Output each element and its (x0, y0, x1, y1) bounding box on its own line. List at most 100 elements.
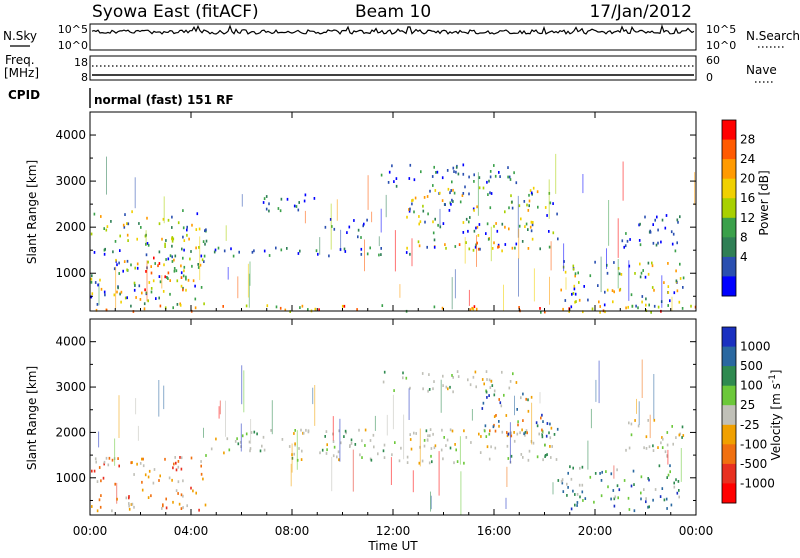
heatmap-cell (113, 293, 116, 297)
heatmap-cell (594, 472, 597, 475)
heatmap-cell (393, 180, 395, 183)
heatmap-cell (493, 241, 495, 245)
heatmap-cell (284, 308, 287, 312)
heatmap-cell (286, 247, 288, 250)
heatmap-cell (476, 241, 478, 245)
heatmap-cell (180, 507, 183, 510)
heatmap-cell (232, 254, 235, 258)
heatmap-cell (440, 448, 443, 452)
heatmap-cell (280, 197, 283, 201)
heatmap-cell (540, 310, 542, 314)
heatmap-cell (430, 454, 432, 458)
heatmap-cell (639, 222, 641, 226)
heatmap-streak (555, 153, 557, 194)
heatmap-cell (413, 210, 415, 214)
heatmap-cell (549, 436, 552, 440)
velocity-colorbar-label-end: ] (769, 370, 783, 375)
heatmap-cell (381, 304, 384, 307)
heatmap-cell (409, 207, 411, 211)
heatmap-cell (150, 494, 152, 498)
heatmap-cell (522, 419, 524, 422)
heatmap-cell (567, 471, 569, 475)
heatmap-cell (527, 398, 529, 402)
heatmap-cell (488, 457, 491, 461)
heatmap-cell (564, 270, 567, 274)
heatmap-cell (481, 407, 484, 410)
heatmap-cell (171, 478, 173, 482)
heatmap-cell (96, 303, 99, 306)
heatmap-cell (515, 381, 518, 384)
heatmap-streak (390, 457, 392, 485)
colorbar-tick-label: 20 (740, 172, 755, 186)
heatmap-cell (99, 278, 101, 282)
heatmap-cell (343, 247, 346, 251)
heatmap-cell (383, 370, 386, 374)
heatmap-cell (518, 306, 520, 309)
heatmap-cell (642, 269, 644, 272)
heatmap-cell (650, 310, 652, 314)
heatmap-cell (597, 284, 599, 287)
heatmap-cell (405, 251, 408, 254)
heatmap-cell (667, 473, 670, 477)
heatmap-cell (518, 204, 521, 208)
heatmap-cell (511, 246, 514, 250)
heatmap-cell (383, 456, 386, 459)
heatmap-cell (139, 298, 142, 301)
heatmap-cell (645, 447, 648, 450)
heatmap-cell (449, 446, 452, 450)
heatmap-cell (300, 458, 303, 461)
heatmap-streak (518, 258, 519, 297)
heatmap-cell (263, 448, 266, 452)
heatmap-cell (222, 305, 224, 308)
heatmap-cell (130, 503, 133, 506)
heatmap-cell (487, 193, 489, 196)
heatmap-cell (426, 245, 428, 249)
heatmap-cell (661, 436, 663, 439)
heatmap-cell (415, 432, 417, 435)
heatmap-cell (263, 249, 266, 253)
heatmap-cell (530, 395, 533, 399)
heatmap-cell (522, 392, 524, 396)
heatmap-cell (489, 191, 491, 195)
heatmap-cell (422, 209, 425, 213)
heatmap-cell (561, 478, 564, 481)
heatmap-cell (171, 239, 174, 243)
heatmap-cell (627, 305, 629, 309)
heatmap-cell (182, 226, 185, 230)
heatmap-cell (573, 284, 576, 288)
heatmap-cell (288, 445, 291, 448)
heatmap-cell (673, 485, 676, 489)
heatmap-cell (446, 438, 449, 442)
heatmap-cell (123, 260, 126, 263)
heatmap-cell (361, 456, 363, 459)
heatmap-cell (439, 225, 442, 229)
heatmap-cell (301, 449, 303, 453)
heatmap-cell (171, 255, 173, 259)
heatmap-cell (213, 250, 216, 254)
heatmap-cell (432, 387, 434, 391)
heatmap-cell (550, 456, 552, 459)
time-axis: 00:00 04:00 08:00 12:00 16:00 20:00 00:00 (73, 112, 713, 538)
heatmap-cell (541, 433, 543, 436)
heatmap-cell (571, 292, 573, 296)
heatmap-cell (268, 202, 270, 206)
heatmap-cell (383, 443, 386, 447)
heatmap-cell (130, 461, 132, 465)
heatmap-cell (172, 466, 174, 470)
colorbar-tick-label: 28 (740, 133, 755, 147)
nsky-trace (91, 24, 695, 35)
heatmap-cell (630, 293, 633, 297)
heatmap-cell (662, 437, 664, 441)
heatmap-cell (579, 466, 581, 470)
heatmap-cell (161, 237, 163, 241)
heatmap-cell (439, 191, 441, 195)
heatmap-cell (462, 192, 465, 195)
heatmap-cell (431, 175, 434, 178)
heatmap-cell (268, 254, 271, 257)
heatmap-cell (453, 461, 455, 465)
heatmap-cell (100, 287, 103, 291)
heatmap-cell (453, 191, 456, 195)
heatmap-cell (100, 494, 102, 497)
heatmap-cell (557, 237, 559, 241)
heatmap-cell (111, 509, 113, 513)
